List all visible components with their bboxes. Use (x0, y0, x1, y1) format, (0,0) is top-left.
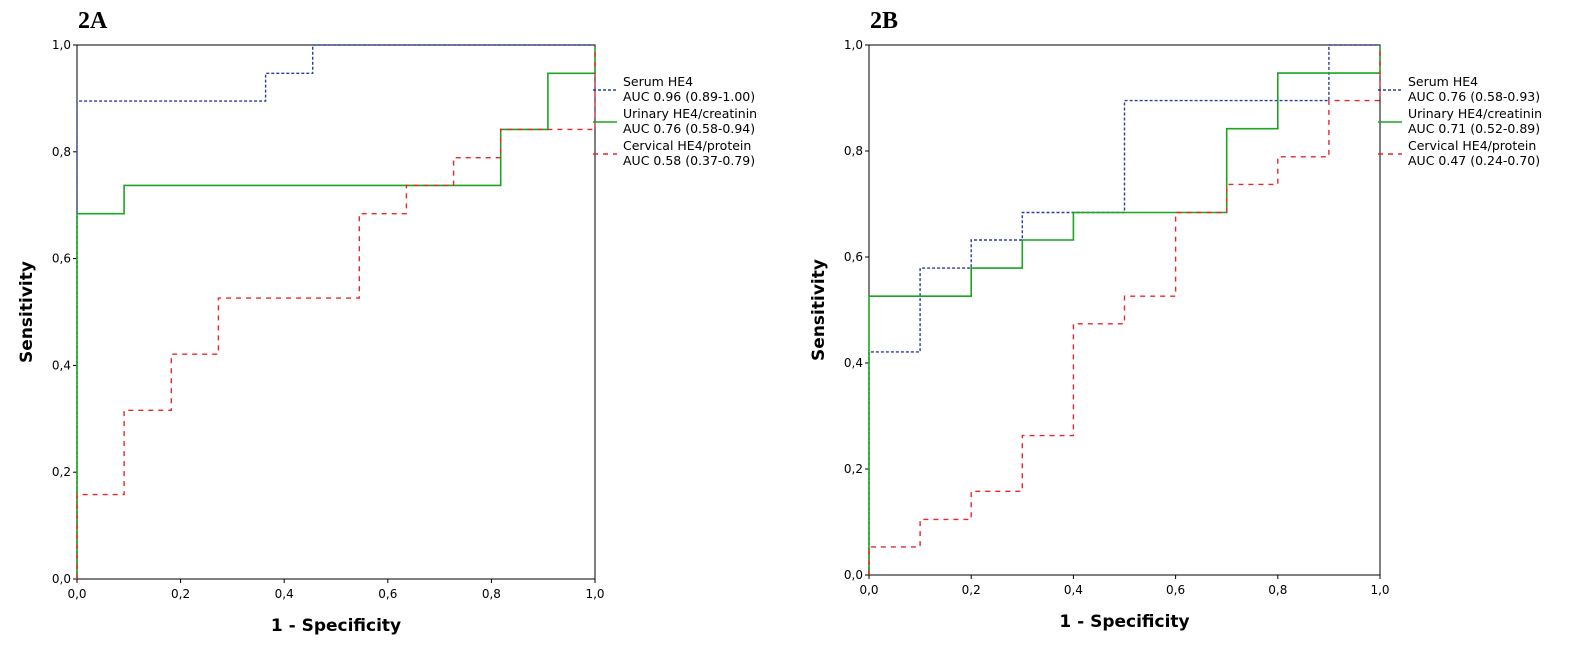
y-tick-label: 0,4 (52, 358, 71, 372)
y-tick-label: 0,0 (52, 572, 71, 586)
x-tick-label: 0,2 (962, 583, 981, 597)
y-tick-label: 1,0 (52, 38, 71, 52)
series-line-urinary-he4-creatinin (76, 45, 596, 579)
panel-label: 2B (870, 8, 898, 34)
y-tick-label: 0,8 (844, 144, 863, 158)
x-tick-label: 0,0 (67, 587, 86, 601)
series-line-cervical-he4-protein (868, 45, 1381, 575)
y-tick-label: 0,2 (52, 465, 71, 479)
x-tick-label: 0,4 (275, 587, 294, 601)
y-tick-label: 0,2 (844, 462, 863, 476)
series-line-serum-he4 (76, 44, 595, 579)
legend-auc: AUC 0.71 (0.52-0.89) (1408, 121, 1540, 136)
legend-series-name: Cervical HE4/protein (623, 138, 751, 153)
series-line-urinary-he4-creatinin (868, 45, 1381, 575)
x-tick-label: 0,8 (1268, 583, 1287, 597)
legend-auc: AUC 0.47 (0.24-0.70) (1408, 153, 1540, 168)
panel-label: 2A (78, 8, 108, 34)
legend-auc: AUC 0.76 (0.58-0.94) (623, 121, 755, 136)
legend-series-name: Serum HE4 (1408, 74, 1478, 89)
legend-series-name: Urinary HE4/creatinin (623, 106, 757, 121)
x-tick-label: 0,6 (1166, 583, 1185, 597)
y-tick-label: 0,6 (844, 250, 863, 264)
legend-series-name: Serum HE4 (623, 74, 693, 89)
series-line-cervical-he4-protein (76, 45, 596, 579)
legend-auc: AUC 0.96 (0.89-1.00) (623, 89, 755, 104)
y-axis-title: Sensitivity (17, 261, 37, 363)
y-tick-label: 1,0 (844, 38, 863, 52)
y-tick-label: 0,0 (844, 568, 863, 582)
x-tick-label: 1,0 (585, 587, 604, 601)
legend-series-name: Cervical HE4/protein (1408, 138, 1536, 153)
y-axis-title: Sensitivity (809, 259, 829, 361)
x-axis-title: 1 - Specificity (1059, 612, 1189, 632)
roc-panel-2b: 2B 0,0 0,2 0,4 0,6 0,8 1,0 0,0 0,2 0,4 0,6 0,8 1,0 1 … (809, 8, 1542, 632)
plot-frame (76, 44, 596, 580)
x-tick-label: 0,6 (378, 587, 397, 601)
x-tick-label: 0,8 (482, 587, 501, 601)
y-tick-label: 0,4 (844, 356, 863, 370)
legend-auc: AUC 0.58 (0.37-0.79) (623, 153, 755, 168)
legend-auc: AUC 0.76 (0.58-0.93) (1408, 89, 1540, 104)
y-tick-label: 0,6 (52, 252, 71, 266)
x-tick-label: 0,0 (859, 583, 878, 597)
x-axis-title: 1 - Specificity (271, 616, 401, 636)
x-tick-label: 0,4 (1064, 583, 1083, 597)
x-tick-label: 0,2 (171, 587, 190, 601)
roc-panel-2a: 2A 0,0 0,2 0,4 0,6 0,8 1,0 0,0 0,2 0,4 0,6 0,8 1,0 1 … (17, 8, 757, 636)
x-tick-label: 1,0 (1370, 583, 1389, 597)
y-tick-label: 0,8 (52, 145, 71, 159)
legend-series-name: Urinary HE4/creatinin (1408, 106, 1542, 121)
